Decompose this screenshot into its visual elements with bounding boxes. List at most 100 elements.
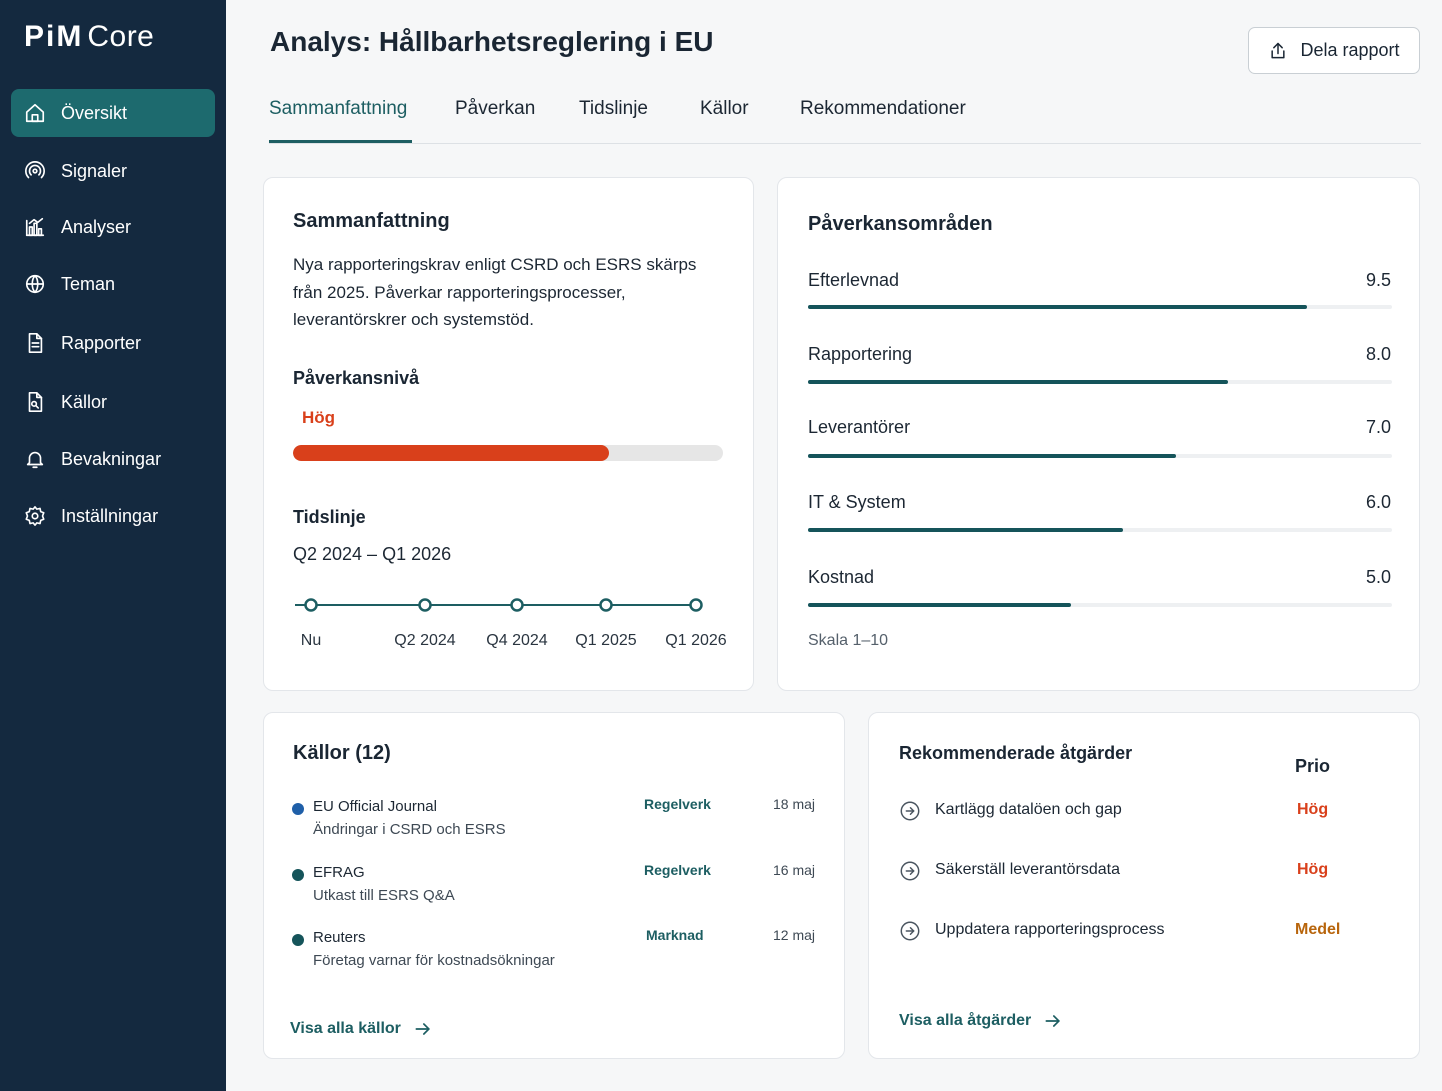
timeline-point (418, 598, 432, 612)
file-icon (23, 390, 47, 414)
metric-bar (808, 603, 1392, 607)
impact-areas-title: Påverkansområden (808, 213, 993, 235)
action-priority: Hög (1297, 861, 1329, 878)
timeline-point (689, 598, 703, 612)
chart-icon (23, 215, 47, 239)
source-dot (292, 934, 304, 946)
timeline-title: Tidslinje (293, 507, 366, 527)
arrow-circle-icon (899, 800, 921, 822)
source-desc: Företag varnar för kostnadsökningar (313, 952, 555, 969)
tab-tidslinje[interactable]: Tidslinje (579, 98, 648, 119)
app-logo[interactable]: PiM Core (24, 20, 154, 54)
list-item[interactable]: Reuters Företag varnar för kostnadsöknin… (264, 927, 844, 983)
sidebar-item-oversikt[interactable]: Översikt (11, 89, 215, 137)
sources-card: Källor (12) EU Official Journal Ändringa… (263, 712, 845, 1059)
action-priority: Medel (1295, 921, 1341, 938)
logo-brand: PiM (24, 20, 84, 53)
list-item[interactable]: EFRAG Utkast till ESRS Q&A Regelverk 16 … (264, 862, 844, 918)
action-priority: Hög (1297, 801, 1329, 818)
globe-icon (23, 272, 47, 296)
arrow-right-icon (415, 1023, 430, 1035)
view-all-sources-label: Visa alla källor (290, 1020, 401, 1037)
timeline-point (510, 598, 524, 612)
bell-icon (23, 447, 47, 471)
share-icon (1271, 42, 1286, 58)
sidebar-item-signaler[interactable]: Signaler (11, 147, 215, 195)
prio-header: Prio (1295, 756, 1331, 776)
sidebar-item-bevakningar[interactable]: Bevakningar (11, 435, 215, 483)
metric-label: Efterlevnad (808, 270, 900, 290)
action-item[interactable]: Uppdatera rapporteringsprocess Medel (899, 920, 1419, 950)
view-all-sources-link[interactable]: Visa alla källor (290, 1019, 433, 1039)
action-item[interactable]: Kartlägg datalöen och gap Hög (899, 800, 1419, 830)
action-label: Kartlägg datalöen och gap (935, 801, 1122, 818)
sidebar: PiM Core Översikt Signaler Analyser Teman… (0, 0, 226, 1091)
timeline-label: Nu (300, 632, 322, 649)
metric-bar (808, 380, 1392, 384)
source-name: EFRAG (313, 864, 365, 881)
view-all-actions-link[interactable]: Visa alla åtgärder (899, 1011, 1063, 1031)
home-icon (23, 101, 47, 125)
metric-value: 5.0 (1365, 567, 1391, 587)
source-category: Regelverk (644, 862, 711, 878)
sources-title: Källor (12) (293, 742, 391, 764)
metric-value: 6.0 (1365, 492, 1391, 512)
list-item[interactable]: EU Official Journal Ändringar i CSRD och… (264, 796, 844, 852)
metric-bar-fill (808, 528, 1124, 532)
source-name: EU Official Journal (313, 798, 437, 815)
metric-value: 7.0 (1365, 417, 1391, 437)
sidebar-item-label: Rapporter (61, 332, 142, 353)
impact-level-value: Hög (302, 408, 336, 427)
timeline-label: Q1 2026 (665, 632, 727, 649)
sidebar-item-installningar[interactable]: Inställningar (11, 492, 215, 540)
document-icon (23, 331, 47, 355)
source-dot (292, 803, 304, 815)
timeline-label: Q1 2025 (575, 632, 637, 649)
arrow-circle-icon (899, 920, 921, 942)
source-dot (292, 869, 304, 881)
source-desc: Ändringar i CSRD och ESRS (313, 821, 506, 838)
tab-kallor[interactable]: Källor (700, 98, 749, 119)
summary-text: Nya rapporteringskrav enligt CSRD och ES… (293, 255, 697, 329)
source-date: 16 maj (773, 862, 816, 878)
sidebar-item-rapporter[interactable]: Rapporter (11, 319, 215, 367)
sidebar-item-label: Teman (61, 273, 116, 294)
summary-card: Sammanfattning Nya rapporteringskrav enl… (263, 177, 754, 691)
view-all-actions-label: Visa alla åtgärder (899, 1012, 1032, 1029)
source-category: Marknad (646, 927, 704, 943)
sidebar-item-analyser[interactable]: Analyser (11, 203, 215, 251)
action-label: Säkerställ leverantörsdata (935, 861, 1120, 878)
timeline-label: Q2 2024 (394, 632, 456, 649)
source-date: 18 maj (773, 796, 816, 812)
source-name: Reuters (313, 929, 366, 946)
share-report-button[interactable]: Dela rapport (1248, 27, 1420, 74)
source-desc: Utkast till ESRS Q&A (313, 887, 455, 904)
metric-bar-fill (808, 454, 1176, 458)
metric-label: Rapportering (808, 344, 913, 364)
tab-paverkan[interactable]: Påverkan (455, 98, 536, 119)
metric-value: 8.0 (1365, 344, 1391, 364)
metric-value: 9.5 (1365, 270, 1391, 290)
metric-bar (808, 454, 1392, 458)
metric-label: IT & System (808, 492, 906, 512)
sidebar-item-kallor[interactable]: Källor (11, 378, 215, 426)
tab-sammanfattning[interactable]: Sammanfattning (269, 98, 408, 119)
source-date: 12 maj (773, 927, 816, 943)
impact-level-title: Påverkansnivå (293, 368, 420, 388)
scale-note: Skala 1–10 (808, 632, 889, 649)
timeline-range: Q2 2024 – Q1 2026 (293, 544, 452, 564)
metric-bar (808, 305, 1392, 309)
summary-title: Sammanfattning (293, 210, 450, 232)
timeline-label: Q4 2024 (486, 632, 548, 649)
active-tab-indicator (269, 140, 412, 143)
action-label: Uppdatera rapporteringsprocess (935, 921, 1165, 938)
actions-title: Rekommenderade åtgärder (899, 743, 1133, 763)
timeline-point (304, 598, 318, 612)
arrow-circle-icon (899, 860, 921, 882)
sidebar-item-teman[interactable]: Teman (11, 260, 215, 308)
metric-bar (808, 528, 1392, 532)
tab-rekommendationer[interactable]: Rekommendationer (800, 98, 966, 119)
metric-bar-fill (808, 305, 1308, 309)
page-title: Analys: Hållbarhetsreglering i EU (270, 26, 714, 57)
action-item[interactable]: Säkerställ leverantörsdata Hög (899, 860, 1419, 890)
